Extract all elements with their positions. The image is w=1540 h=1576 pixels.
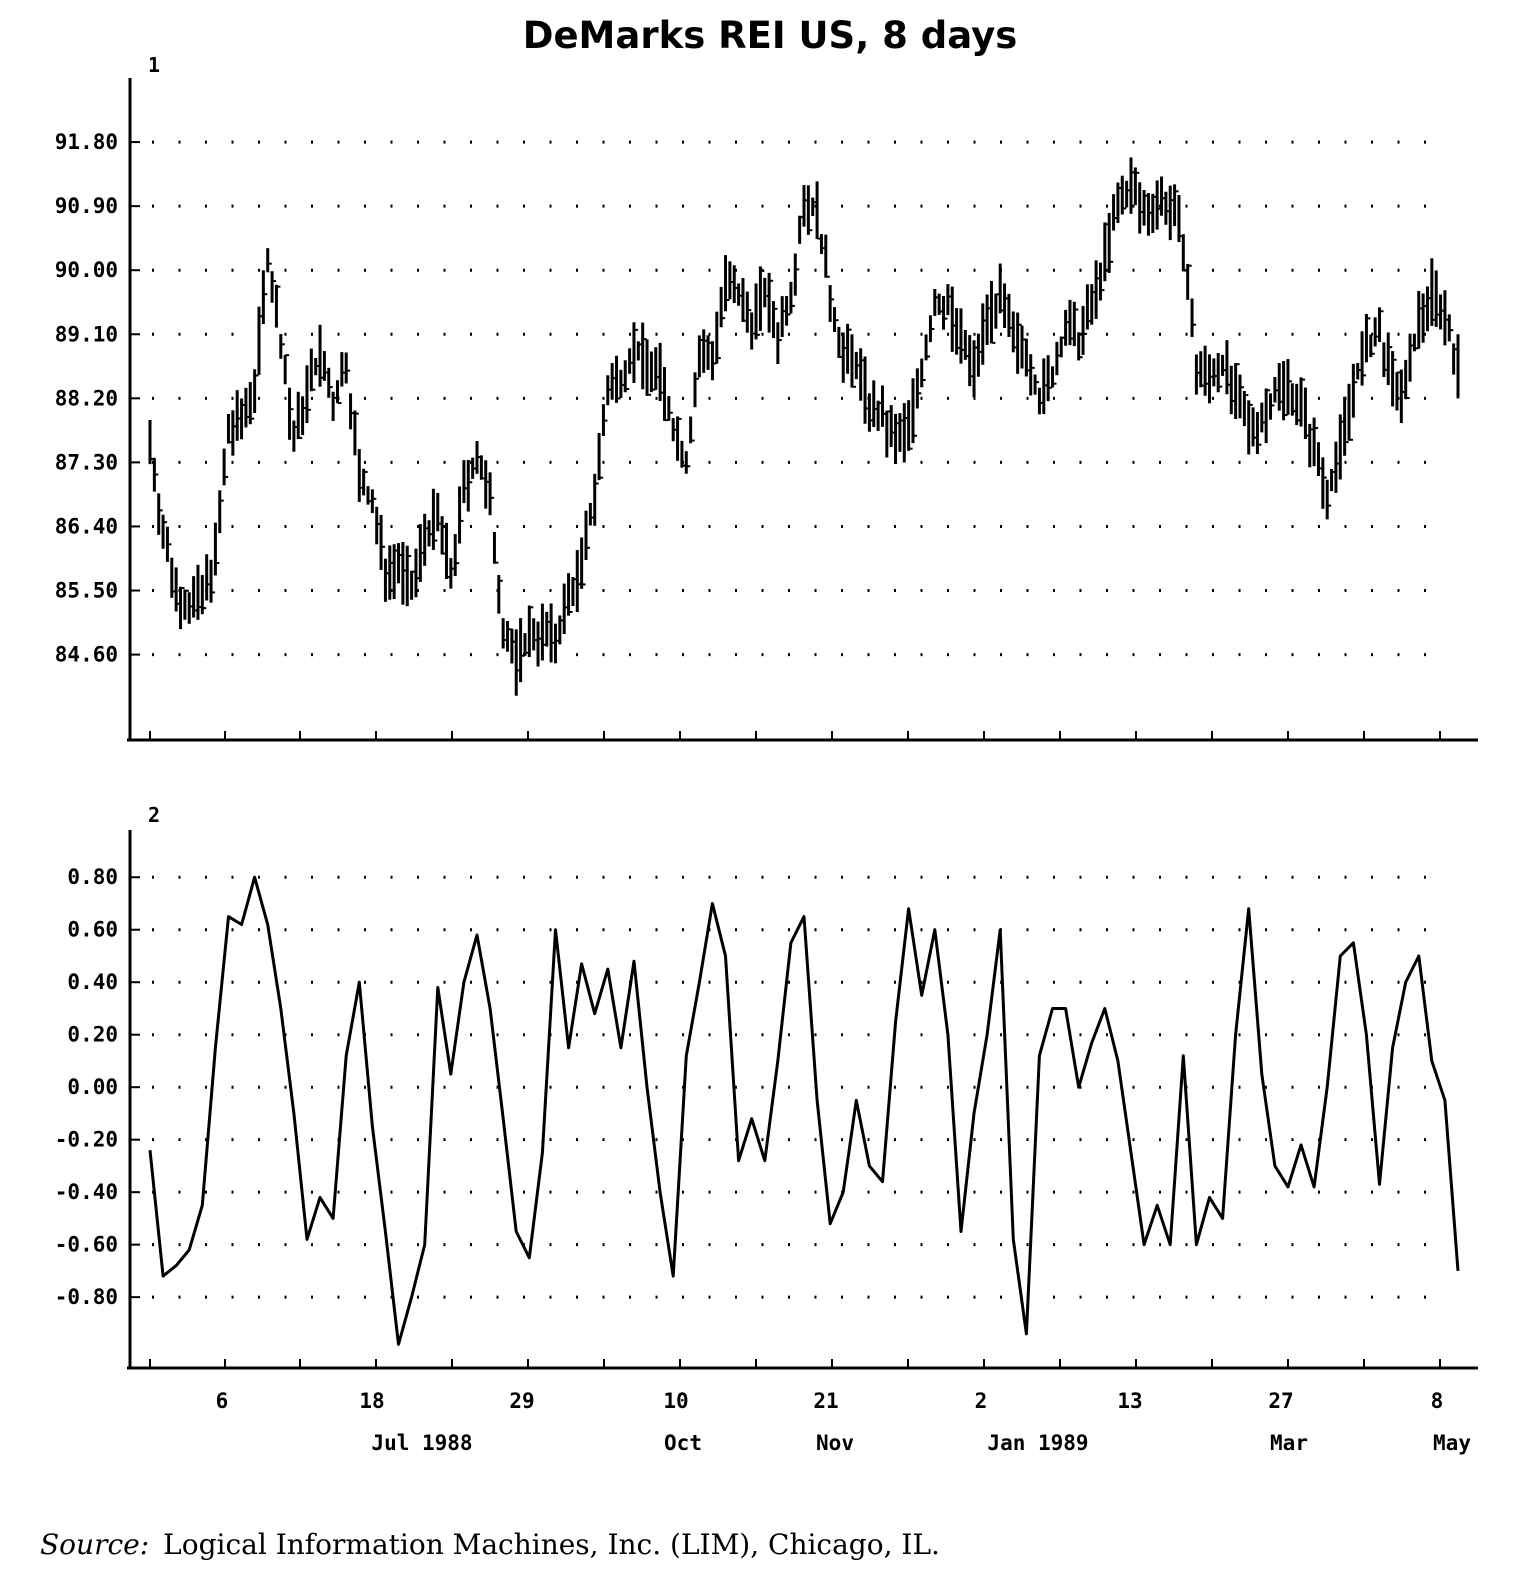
x-tick-label: 29: [509, 1389, 534, 1413]
y-tick-label: -0.40: [55, 1180, 118, 1204]
x-tick-label: 18: [359, 1389, 384, 1413]
oscillator-line: [148, 875, 1460, 1346]
y-tick-label: 87.30: [55, 450, 118, 474]
y-tick-label: 0.00: [67, 1075, 118, 1099]
y-tick-label: -0.20: [55, 1128, 118, 1152]
x-tick-label: 6: [216, 1389, 229, 1413]
x-tick-label: 13: [1117, 1389, 1142, 1413]
x-tick-label: 21: [813, 1389, 838, 1413]
y-tick-label: 85.50: [55, 579, 118, 603]
panel-2-oscillator: 2 0.80 0.60 0.40 0.20 0.00 -0.20 -0.40 -0.60 -0.8…: [55, 803, 1478, 1370]
x-month-label: Jan 1989: [987, 1431, 1088, 1455]
x-month-label: May: [1433, 1431, 1471, 1455]
y-tick-label: 0.60: [67, 918, 118, 942]
y-tick-label: 0.80: [67, 865, 118, 889]
y-tick-label: 90.90: [55, 194, 118, 218]
y-tick-label: 90.00: [55, 258, 118, 282]
y-tick-label: 86.40: [55, 514, 118, 538]
y-tick-label: 91.80: [55, 130, 118, 154]
x-month-label: Oct: [664, 1431, 702, 1455]
chart-title: DeMarks REI US, 8 days: [522, 14, 1018, 57]
y-tick-label: 89.10: [55, 322, 118, 346]
y-tick-label: 84.60: [55, 643, 118, 667]
panel-label: 2: [148, 803, 160, 827]
x-tick-label: 8: [1431, 1389, 1444, 1413]
x-axis-labels: 6 18 29 10 21 2 13 27 8 Jul 1988 Oct Nov Jan 1989 Mar…: [216, 1389, 1472, 1455]
y-tick-label: 0.20: [67, 1023, 118, 1047]
y-tick-label: 88.20: [55, 386, 118, 410]
source-label: Source:: [40, 1528, 150, 1561]
source-text: Logical Information Machines, Inc. (LIM)…: [163, 1528, 940, 1561]
x-month-label: Mar: [1270, 1431, 1308, 1455]
x-tick-label: 2: [975, 1389, 988, 1413]
panel-1-price: 1 91.80 90.90 90.00 89.10 88.20 87.30 86.40 85.5…: [55, 53, 1478, 742]
panel-label: 1: [148, 53, 160, 77]
x-month-label: Jul 1988: [371, 1431, 472, 1455]
y-tick-label: -0.60: [55, 1233, 118, 1257]
source-note: Source: Logical Information Machines, Inc…: [40, 1528, 940, 1561]
x-tick-label: 10: [663, 1389, 688, 1413]
y-tick-label: -0.80: [55, 1285, 118, 1309]
y-tick-label: 0.40: [67, 970, 118, 994]
x-month-label: Nov: [816, 1431, 854, 1455]
x-tick-label: 27: [1268, 1389, 1293, 1413]
